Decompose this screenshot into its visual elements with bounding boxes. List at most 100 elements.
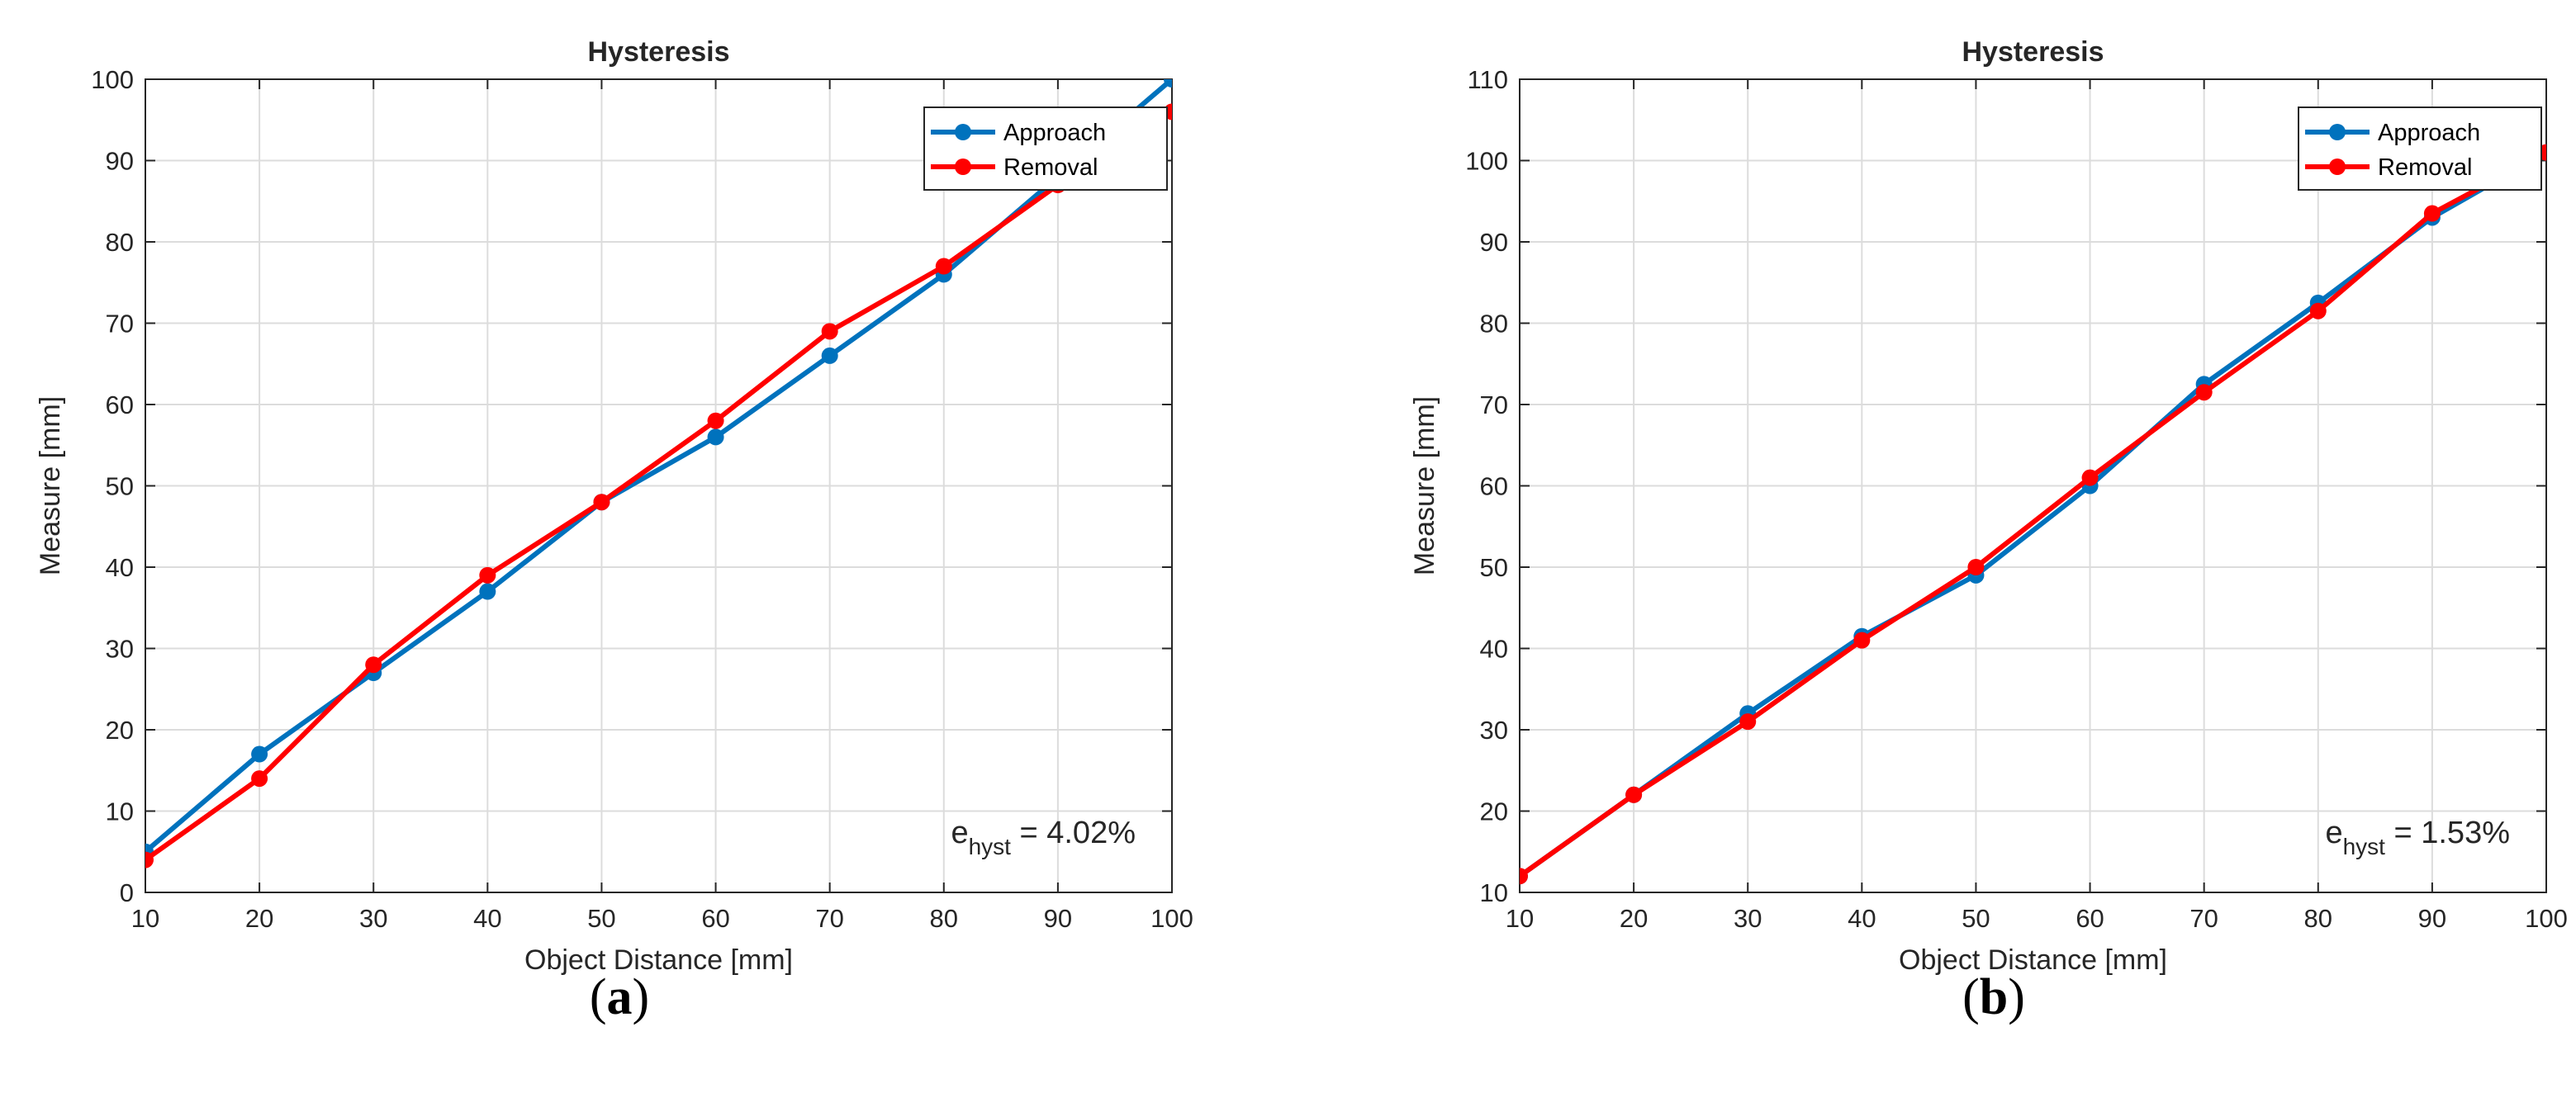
chart-panel-b: 10 20 30 40 50 60 70 80 90 100 10 20 30 40 50 60 70 80 90 1…	[1409, 36, 2568, 1025]
legend-marker-removal	[955, 159, 971, 175]
hysteresis-error-annotation: ehyst = 1.53%	[2325, 816, 2510, 859]
x-tick-label: 70	[815, 904, 843, 933]
y-tick-label: 80	[106, 228, 134, 257]
x-tick-label: 80	[930, 904, 958, 933]
data-point-approach	[821, 347, 838, 364]
x-tick-label: 30	[1734, 904, 1762, 933]
panel-label-letter: b	[1980, 969, 2008, 1025]
chart-panel-a: 10 20 30 40 50 60 70 80 90 1000102030405060708090…	[35, 36, 1193, 1025]
legend-marker-approach	[2329, 124, 2346, 140]
y-axis-label: Measure [mm]	[35, 396, 66, 575]
y-tick-label: 60	[1480, 472, 1508, 501]
x-tick-label: 20	[1620, 904, 1648, 933]
data-point-removal	[1967, 559, 1985, 575]
x-tick-label: 20	[245, 904, 273, 933]
y-tick-label: 10	[106, 797, 134, 826]
y-tick-label: 100	[91, 65, 134, 94]
y-tick-label: 30	[1480, 716, 1508, 745]
x-tick-label: 40	[473, 904, 501, 933]
annotation-symbol: e	[2325, 816, 2342, 850]
legend-entry-approach: Approach	[1003, 120, 1106, 146]
data-point-removal	[707, 412, 724, 429]
annotation-value: = 4.02%	[1011, 816, 1136, 850]
y-tick-label: 90	[1480, 228, 1508, 257]
data-point-approach	[251, 745, 268, 763]
legend-entry-removal: Removal	[2378, 154, 2472, 181]
legend: Approach Removal	[923, 106, 1168, 191]
panel-label-open: (	[1962, 969, 1980, 1025]
legend-marker-approach	[955, 124, 971, 140]
x-tick-label: 100	[1150, 904, 1193, 933]
data-point-approach	[479, 583, 496, 600]
annotation-symbol: e	[951, 816, 968, 850]
y-tick-label: 60	[106, 390, 134, 419]
x-tick-label: 80	[2304, 904, 2332, 933]
data-point-removal	[251, 770, 268, 788]
legend: Approach Removal	[2298, 106, 2542, 191]
data-point-removal	[935, 258, 952, 275]
series-removal	[1520, 144, 2546, 885]
chart-title: Hysteresis	[587, 36, 729, 68]
annotation-subscript: hyst	[969, 834, 1012, 859]
x-tick-label: 10	[1506, 904, 1534, 933]
x-tick-label: 70	[2189, 904, 2218, 933]
x-tick-label: 10	[131, 904, 159, 933]
data-point-removal	[1520, 868, 1528, 885]
data-point-approach	[707, 428, 724, 446]
data-point-removal	[1853, 632, 1871, 649]
x-tick-label: 50	[1962, 904, 1990, 933]
x-tick-label: 90	[2418, 904, 2446, 933]
x-tick-label: 60	[701, 904, 729, 933]
data-point-removal	[2423, 205, 2441, 222]
data-point-removal	[2309, 302, 2327, 319]
legend-box	[923, 106, 1168, 191]
panel-label-close: )	[2008, 969, 2025, 1025]
y-tick-label: 20	[106, 716, 134, 745]
y-tick-label: 20	[1480, 797, 1508, 826]
x-tick-label: 30	[359, 904, 387, 933]
x-tick-label: 40	[1848, 904, 1876, 933]
x-tick-label: 90	[1044, 904, 1072, 933]
y-tick-label: 80	[1480, 310, 1508, 338]
y-tick-label: 70	[106, 310, 134, 338]
data-point-removal	[365, 656, 382, 674]
x-axis-label: Object Distance [mm]	[524, 944, 793, 976]
x-axis-label: Object Distance [mm]	[1899, 944, 2167, 976]
x-tick-label: 100	[2525, 904, 2568, 933]
chart-title: Hysteresis	[1962, 36, 2104, 68]
y-tick-label: 50	[106, 472, 134, 501]
y-tick-label: 40	[1480, 635, 1508, 664]
annotation-subscript: hyst	[2343, 834, 2386, 859]
data-point-removal	[1739, 713, 1757, 731]
panel-label: (b)	[1962, 969, 2025, 1025]
legend-box	[2298, 106, 2542, 191]
y-tick-label: 100	[1465, 147, 1508, 176]
data-point-approach	[1164, 79, 1172, 88]
series-line-removal	[145, 109, 1172, 863]
data-point-removal	[479, 566, 496, 584]
data-point-removal	[2195, 384, 2213, 401]
y-tick-label: 50	[1480, 553, 1508, 582]
x-tick-label: 60	[2076, 904, 2104, 933]
y-axis-label: Measure [mm]	[1409, 396, 1440, 575]
y-tick-label: 30	[106, 635, 134, 664]
y-tick-label: 70	[1480, 390, 1508, 419]
data-point-removal	[1625, 786, 1643, 803]
legend-entry-approach: Approach	[2378, 120, 2480, 146]
y-tick-label: 10	[1480, 878, 1508, 907]
legend-entry-removal: Removal	[1003, 154, 1098, 181]
panel-label-close: )	[633, 969, 650, 1025]
data-point-removal	[2081, 469, 2099, 486]
y-tick-label: 40	[106, 553, 134, 582]
x-tick-label: 50	[587, 904, 615, 933]
panel-label-open: (	[590, 969, 607, 1025]
data-point-removal	[821, 323, 838, 340]
hysteresis-error-annotation: ehyst = 4.02%	[951, 816, 1136, 859]
y-tick-label: 90	[106, 147, 134, 176]
legend-marker-removal	[2329, 159, 2346, 175]
panel-label: (a)	[590, 969, 649, 1025]
series-line-removal	[1520, 150, 2546, 878]
y-tick-label: 0	[120, 878, 134, 907]
annotation-value: = 1.53%	[2385, 816, 2510, 850]
